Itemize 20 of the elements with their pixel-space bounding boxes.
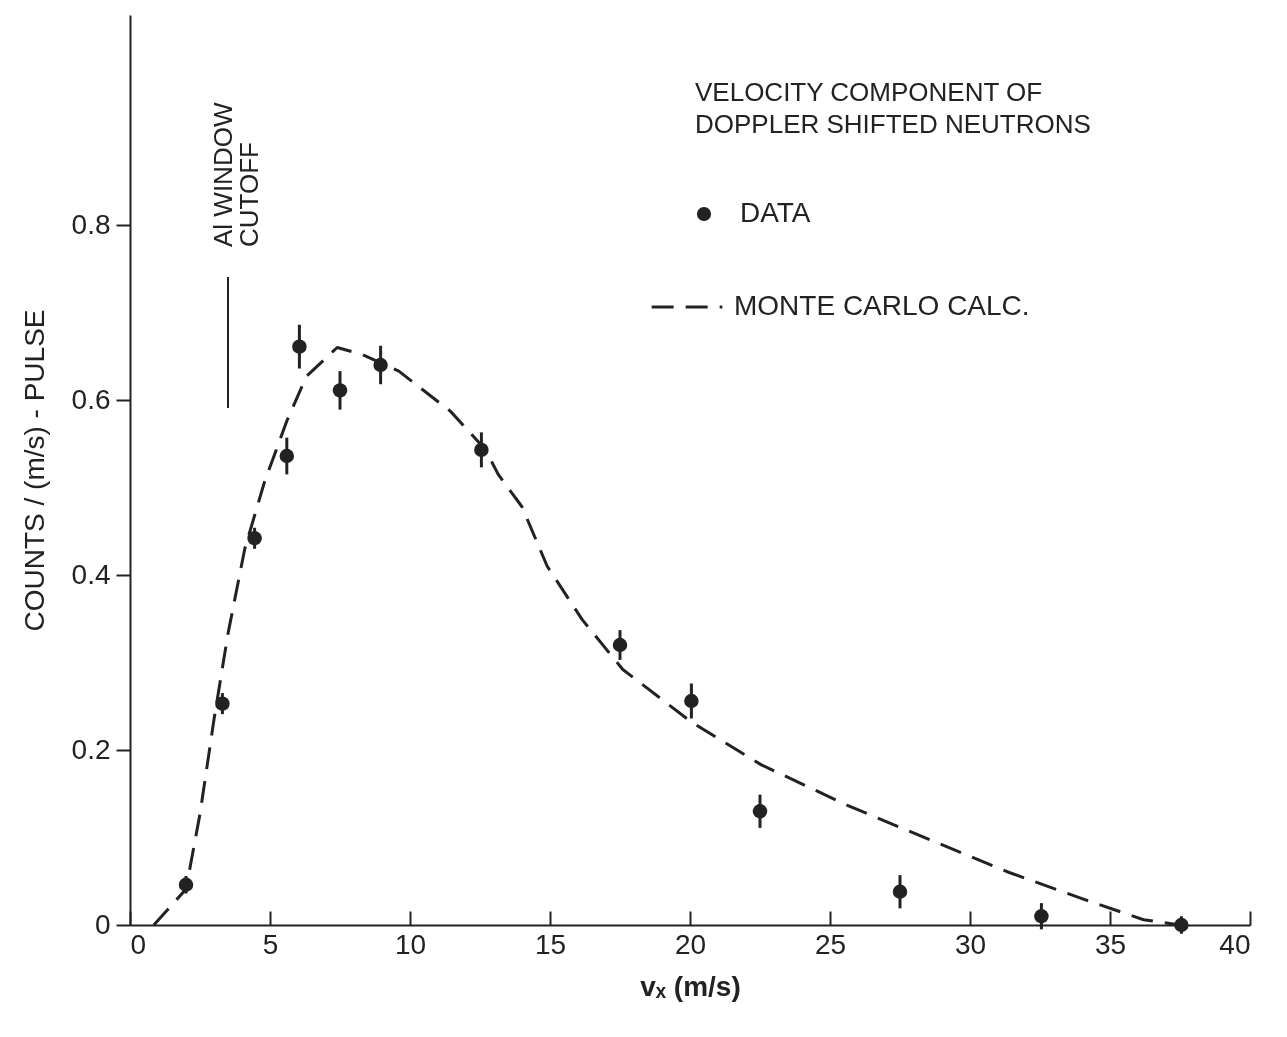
y-tick-label: 0.2 <box>71 733 111 765</box>
y-tick-label: 0 <box>94 908 111 940</box>
x-tick-label: 20 <box>674 928 707 960</box>
x-axis-title: vₓ (m/s) <box>640 970 741 1002</box>
x-tick-label: 40 <box>1219 928 1251 960</box>
x-tick-label: 10 <box>394 928 427 960</box>
annotation: Al WINDOW CUTOFF <box>208 102 264 247</box>
y-tick-label: 0.4 <box>71 558 111 590</box>
x-tick-label: 0 <box>130 928 147 960</box>
y-tick-label: 0.6 <box>71 383 111 415</box>
y-axis-title: COUNTS / (m/s) - PULSE <box>18 309 50 632</box>
x-tick-label: 15 <box>534 928 567 960</box>
text: VELOCITY COMPONENT OF DOPPLER SHIFTED NEUTRONS <box>695 77 1091 139</box>
legend-label: DATA <box>740 197 811 228</box>
x-tick-label: 30 <box>954 928 987 960</box>
y-tick-label: 0.8 <box>71 208 111 240</box>
x-tick-label: 25 <box>814 928 847 960</box>
legend-label: MONTE CARLO CALC. <box>734 290 1030 321</box>
x-tick-label: 5 <box>262 928 279 960</box>
x-tick-label: 35 <box>1094 928 1127 960</box>
